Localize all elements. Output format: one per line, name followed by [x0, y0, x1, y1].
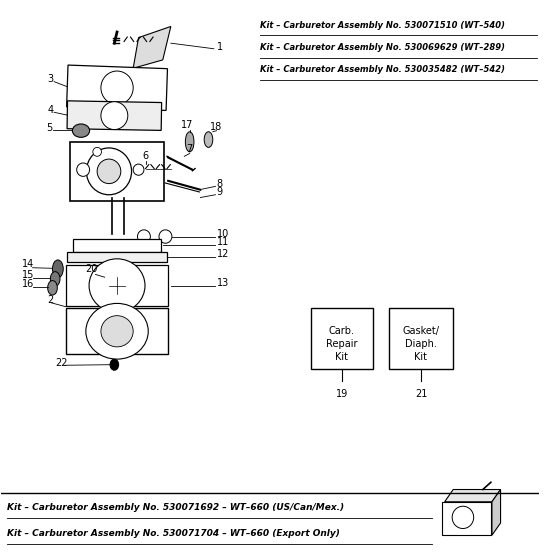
- Text: Carb.
Repair
Kit: Carb. Repair Kit: [326, 326, 357, 362]
- Text: 18: 18: [211, 122, 223, 132]
- Ellipse shape: [101, 102, 128, 129]
- Polygon shape: [70, 142, 164, 200]
- Text: Kit – Carburetor Assembly No. 530071704 – WT–660 (Export Only): Kit – Carburetor Assembly No. 530071704 …: [7, 529, 340, 538]
- Ellipse shape: [133, 164, 144, 175]
- Text: Kit – Carburetor Assembly No. 530071692 – WT–660 (US/Can/Mex.): Kit – Carburetor Assembly No. 530071692 …: [7, 503, 344, 512]
- Text: 4: 4: [47, 105, 53, 115]
- Ellipse shape: [159, 230, 172, 243]
- Polygon shape: [442, 502, 492, 535]
- Text: 16: 16: [22, 279, 34, 290]
- Text: Gasket/
Diaph.
Kit: Gasket/ Diaph. Kit: [403, 326, 440, 362]
- Text: 10: 10: [217, 228, 229, 239]
- Text: 2: 2: [47, 296, 53, 305]
- Ellipse shape: [101, 316, 133, 347]
- Ellipse shape: [110, 359, 119, 370]
- Text: 11: 11: [217, 237, 229, 248]
- Ellipse shape: [97, 159, 121, 184]
- Polygon shape: [66, 309, 168, 354]
- Text: 1: 1: [217, 43, 223, 53]
- Text: 17: 17: [181, 120, 194, 130]
- Polygon shape: [492, 489, 501, 535]
- Ellipse shape: [50, 272, 60, 286]
- Ellipse shape: [185, 132, 194, 152]
- Text: 20: 20: [86, 264, 98, 274]
- Ellipse shape: [86, 148, 132, 195]
- Text: 15: 15: [22, 270, 34, 280]
- Ellipse shape: [72, 124, 90, 137]
- Ellipse shape: [93, 147, 101, 156]
- Polygon shape: [67, 65, 167, 110]
- Text: Kit – Carburetor Assembly No. 530069629 (WT–289): Kit – Carburetor Assembly No. 530069629 …: [260, 43, 505, 52]
- Text: 22: 22: [55, 358, 68, 368]
- Text: 21: 21: [415, 389, 427, 399]
- Polygon shape: [67, 101, 162, 130]
- Text: 5: 5: [46, 123, 52, 133]
- Ellipse shape: [48, 281, 57, 295]
- Text: 9: 9: [217, 187, 223, 197]
- Ellipse shape: [89, 259, 145, 312]
- Ellipse shape: [204, 132, 213, 147]
- Text: Kit – Carburetor Assembly No. 530035482 (WT–542): Kit – Carburetor Assembly No. 530035482 …: [260, 66, 505, 74]
- Polygon shape: [67, 251, 167, 262]
- Ellipse shape: [137, 230, 151, 243]
- Polygon shape: [73, 239, 161, 251]
- Text: 3: 3: [47, 74, 53, 84]
- FancyBboxPatch shape: [311, 308, 372, 369]
- Ellipse shape: [77, 163, 90, 176]
- Text: 19: 19: [335, 389, 348, 399]
- Ellipse shape: [452, 506, 474, 529]
- Polygon shape: [133, 26, 171, 68]
- FancyBboxPatch shape: [389, 308, 453, 369]
- Ellipse shape: [53, 260, 63, 278]
- Text: 8: 8: [217, 179, 223, 189]
- Text: 12: 12: [217, 249, 229, 259]
- Ellipse shape: [101, 71, 133, 105]
- Text: Kit – Carburetor Assembly No. 530071510 (WT–540): Kit – Carburetor Assembly No. 530071510 …: [260, 21, 505, 30]
- Text: 7: 7: [186, 144, 193, 154]
- Text: 13: 13: [217, 278, 229, 288]
- Text: 6: 6: [142, 151, 148, 161]
- Ellipse shape: [86, 304, 148, 359]
- Text: 14: 14: [22, 259, 34, 269]
- Polygon shape: [66, 265, 168, 306]
- Polygon shape: [445, 489, 501, 502]
